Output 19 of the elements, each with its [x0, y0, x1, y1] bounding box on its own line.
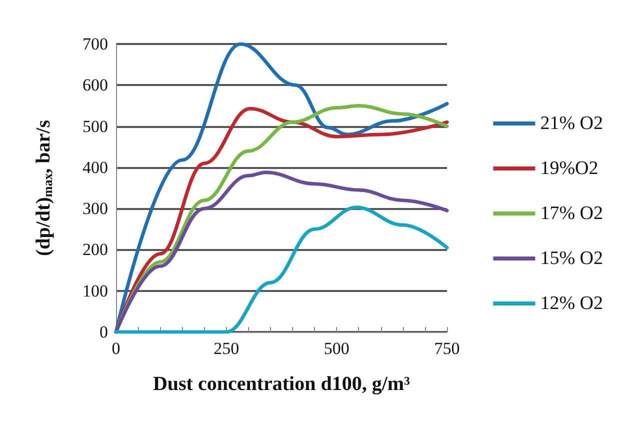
x-tick-label: 250 — [214, 339, 240, 358]
y-tick-label: 100 — [82, 281, 108, 300]
x-tick-label: 500 — [324, 339, 350, 358]
y-axis-title: (dp/dt)max, bar/s — [32, 120, 55, 256]
legend-label: 21% O2 — [540, 113, 604, 134]
y-tick-label: 500 — [82, 116, 108, 136]
y-tick-label: 400 — [82, 158, 108, 177]
x-tick-label: 0 — [112, 339, 120, 358]
y-tick-label: 700 — [82, 34, 108, 54]
legend-label: 12% O2 — [540, 293, 604, 314]
legend-label: 15% O2 — [540, 248, 604, 269]
y-tick-label: 200 — [82, 240, 108, 260]
y-tick-label: 300 — [82, 199, 108, 218]
legend-label: 17% O2 — [540, 203, 604, 224]
legend-label: 19%O2 — [540, 158, 598, 179]
x-axis-title: Dust concentration d100, g/m³ — [152, 373, 410, 395]
x-tick-label: 750 — [434, 339, 460, 358]
y-tick-label: 600 — [82, 76, 108, 95]
y-tick-label: 0 — [100, 322, 108, 342]
